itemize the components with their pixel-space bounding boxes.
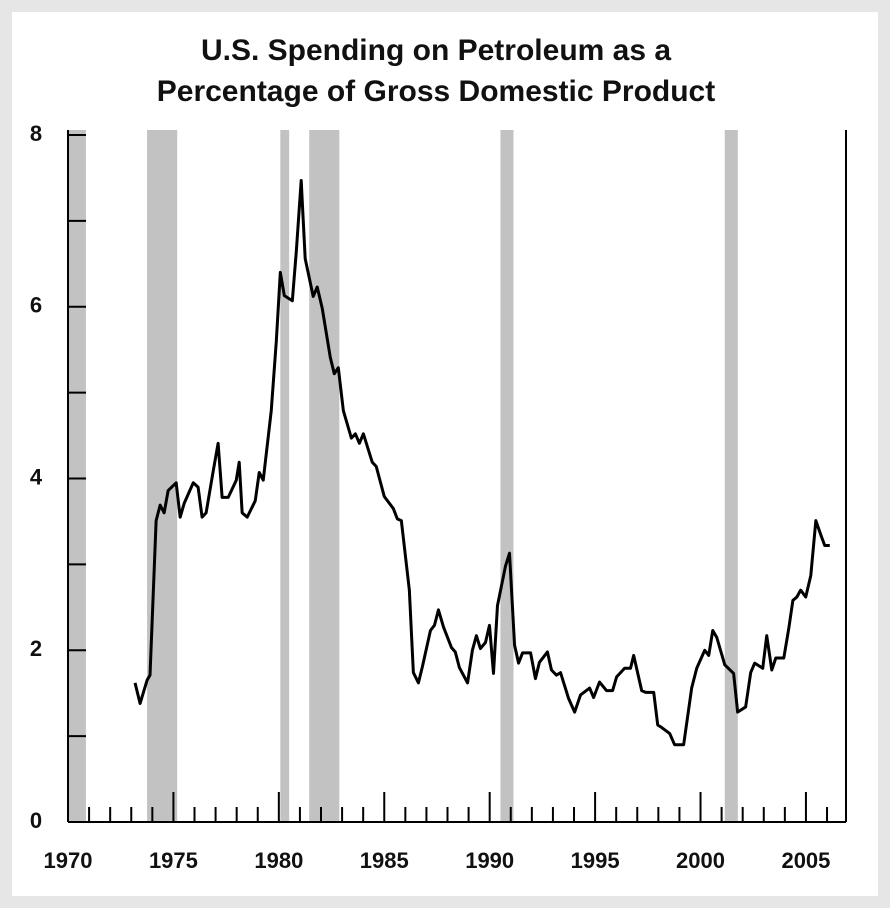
- y-tick-label: 0: [30, 808, 42, 833]
- recession-band: [724, 130, 738, 822]
- x-tick-label: 1970: [44, 848, 93, 873]
- recession-band: [309, 130, 340, 822]
- chart-title: Percentage of Gross Domestic Product: [157, 75, 716, 108]
- y-tick-label: 6: [30, 293, 42, 318]
- x-tick-label: 2000: [676, 848, 725, 873]
- x-tick-label: 1990: [465, 848, 514, 873]
- x-tick-label: 1985: [360, 848, 409, 873]
- y-tick-label: 2: [30, 636, 42, 661]
- x-tick-label: 1995: [571, 848, 620, 873]
- x-tick-label: 1975: [149, 848, 198, 873]
- recession-band: [147, 130, 178, 822]
- chart-panel: [12, 12, 878, 896]
- recession-band: [280, 130, 290, 822]
- recession-band: [68, 130, 86, 822]
- data-line: [133, 179, 830, 747]
- y-tick-label: 4: [30, 464, 43, 489]
- x-tick-label: 1980: [254, 848, 303, 873]
- x-tick-label: 2005: [781, 848, 830, 873]
- chart-title: U.S. Spending on Petroleum as a: [201, 34, 671, 67]
- recession-band: [500, 130, 514, 822]
- y-tick-label: 8: [30, 121, 42, 146]
